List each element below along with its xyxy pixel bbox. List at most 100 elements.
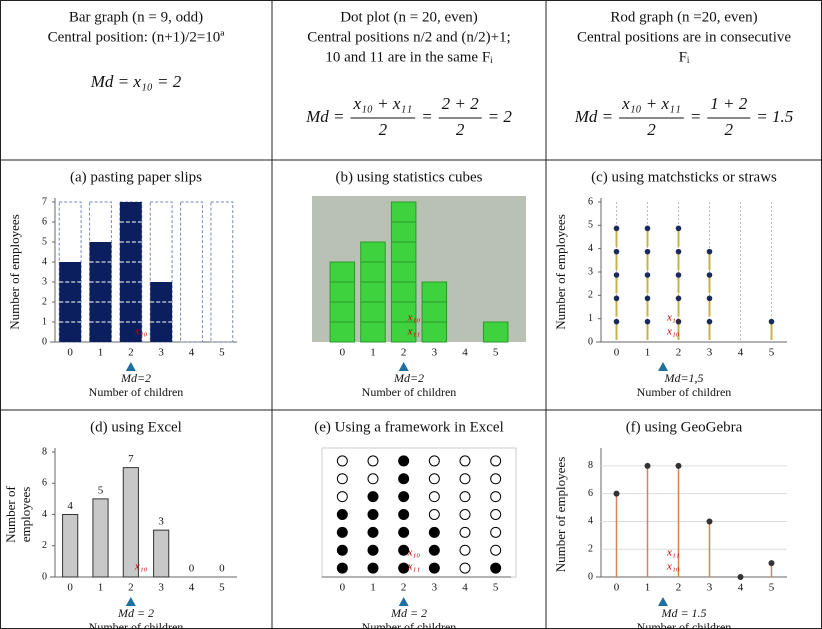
data-label: 7: [128, 453, 134, 465]
annotation: x₁₀: [134, 561, 148, 573]
dot: [368, 527, 378, 537]
y-tick-label: 4: [588, 516, 593, 527]
x-tick-label: 2: [676, 347, 682, 359]
x-tick-label: 1: [98, 582, 104, 594]
header-line: Central positions n/2 and (n/2)+1;: [307, 29, 510, 45]
fraction-numerator: 2 + 2: [442, 94, 479, 113]
dot: [399, 474, 409, 484]
fraction-denominator: 2: [647, 120, 656, 139]
stick-head: [676, 296, 682, 302]
dot: [399, 527, 409, 537]
dot: [460, 474, 470, 484]
rod: [645, 463, 651, 577]
x-tick-label: 0: [614, 347, 620, 359]
panel-caption: (d) using Excel: [90, 419, 182, 435]
median-marker: [126, 362, 136, 371]
rod: [707, 518, 713, 577]
y-tick-label: 8: [588, 460, 593, 471]
dot: [399, 456, 409, 466]
y-tick-label: 6: [588, 488, 593, 499]
median-marker: [658, 597, 668, 606]
x-tick-label: 2: [128, 582, 134, 594]
bar: [63, 515, 78, 578]
rod: [707, 202, 713, 342]
fraction-denominator: 2: [725, 120, 734, 139]
annotation: x₁₀: [407, 547, 421, 559]
dot: [429, 527, 439, 537]
fraction-denominator: 2: [379, 120, 388, 139]
header-line: Central position: (n+1)/2=10ª: [48, 29, 226, 45]
x-tick-label: 1: [645, 582, 651, 594]
stick-head: [676, 226, 682, 232]
x-axis-label: Number of children: [362, 385, 457, 399]
y-tick-label: 1: [588, 313, 593, 324]
empty-column: [211, 202, 233, 342]
fraction-numerator: 1 + 2: [710, 94, 747, 113]
median-marker: [658, 362, 668, 371]
y-tick-label: 0: [588, 571, 593, 582]
dot: [491, 474, 501, 484]
rod: [645, 202, 651, 342]
dot: [337, 527, 347, 537]
y-axis-label: employees: [18, 487, 33, 543]
stick-head: [614, 226, 620, 232]
panel-caption: (a) pasting paper slips: [70, 169, 202, 185]
bar: [154, 530, 169, 577]
x-tick-label: 0: [67, 582, 73, 594]
y-tick-label: 6: [42, 478, 47, 489]
dot: [460, 492, 470, 502]
y-tick-label: 2: [42, 296, 47, 307]
bar: [150, 282, 172, 342]
rod: [738, 574, 744, 580]
y-tick-label: 3: [588, 266, 593, 277]
median-label: Md = 2: [390, 606, 427, 620]
x-tick-label: 4: [189, 347, 195, 359]
y-tick-label: 2: [588, 290, 593, 301]
dot: [460, 510, 470, 520]
y-tick-label: 5: [42, 236, 47, 247]
dot: [429, 474, 439, 484]
dot: [337, 492, 347, 502]
data-label: 0: [219, 563, 225, 575]
rod: [769, 560, 775, 577]
dot: [368, 563, 378, 573]
formula-text: = 1.5: [756, 107, 793, 126]
y-tick-label: 4: [42, 509, 47, 520]
x-tick-label: 4: [738, 347, 744, 359]
dot: [368, 456, 378, 466]
fraction-numerator: x₁₀ + x₁₁: [352, 94, 412, 113]
dot: [429, 510, 439, 520]
dot: [491, 545, 501, 555]
x-tick-label: 3: [707, 582, 713, 594]
y-axis-label: Number of: [3, 485, 18, 542]
x-tick-label: 4: [738, 582, 744, 594]
annotation: x₁₁: [407, 561, 421, 573]
median-marker: [399, 362, 409, 371]
y-tick-label: 5: [588, 220, 593, 231]
y-tick-label: 7: [42, 196, 47, 207]
dot: [491, 510, 501, 520]
dot: [491, 563, 501, 573]
panel-caption: (f) using GeoGebra: [626, 419, 743, 435]
x-axis-label: Number of children: [89, 385, 184, 399]
formula-text: =: [690, 107, 701, 126]
figure: Bar graph (n = 9, odd)Central position: …: [0, 0, 822, 629]
x-axis-label: Number of children: [637, 385, 732, 399]
y-tick-label: 0: [42, 336, 47, 347]
stick-head: [676, 249, 682, 255]
dot: [337, 456, 347, 466]
bar: [93, 499, 108, 577]
x-tick-label: 5: [493, 582, 499, 594]
y-tick-label: 4: [588, 243, 593, 254]
cube-stack: [422, 282, 447, 342]
x-tick-label: 2: [676, 582, 682, 594]
y-tick-label: 4: [42, 256, 47, 267]
stick-head: [614, 296, 620, 302]
annotation: x₁₁: [407, 326, 421, 338]
x-tick-label: 4: [462, 582, 468, 594]
median-marker: [126, 597, 136, 606]
y-tick-label: 8: [42, 446, 47, 457]
data-label: 4: [67, 500, 73, 512]
x-tick-label: 4: [189, 582, 195, 594]
annotation: x₁₁: [666, 312, 680, 324]
